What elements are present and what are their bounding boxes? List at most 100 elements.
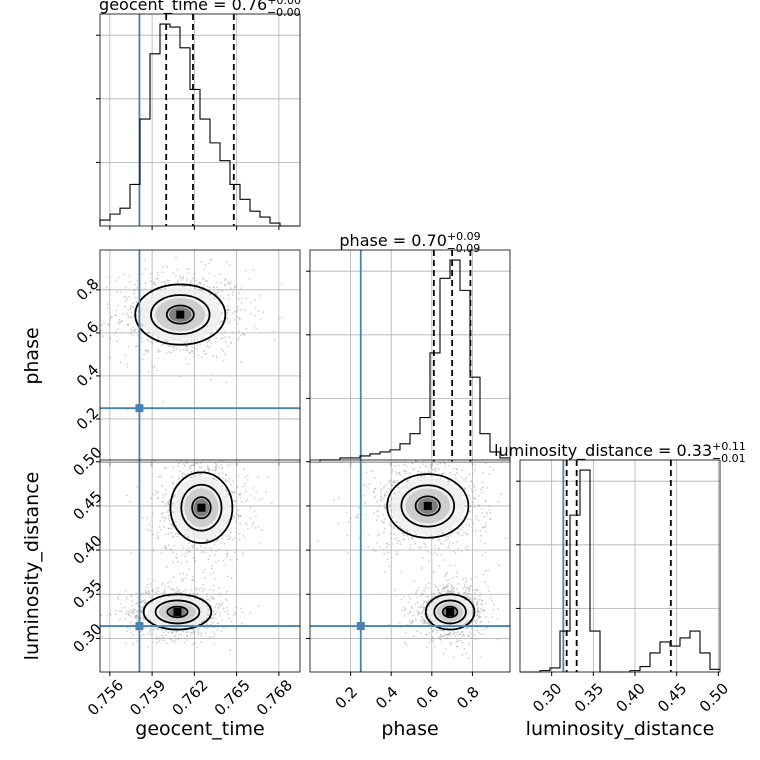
sample-point: [187, 542, 190, 545]
sample-point: [188, 567, 190, 570]
sample-point: [206, 539, 209, 541]
x-axis-label-luminosity_distance: luminosity_distance: [526, 718, 715, 740]
sample-point: [452, 632, 455, 635]
sample-point: [115, 609, 117, 612]
sample-point: [121, 606, 123, 609]
sample-point: [167, 533, 170, 536]
sample-point: [404, 641, 407, 644]
sample-point: [216, 610, 218, 613]
sample-point: [160, 628, 163, 631]
sample-point: [214, 535, 217, 537]
sample-point: [113, 332, 116, 335]
sample-point: [136, 615, 139, 618]
sample-point: [439, 584, 441, 587]
sample-point: [224, 340, 227, 343]
sample-point: [467, 592, 470, 595]
sample-point: [172, 488, 175, 490]
sample-point: [196, 593, 199, 595]
sample-point: [489, 512, 492, 514]
sample-point: [192, 546, 194, 549]
sample-point: [247, 528, 249, 530]
sample-point: [378, 505, 381, 507]
sample-point: [125, 494, 128, 497]
sample-point: [226, 320, 229, 323]
sample-point: [211, 596, 214, 599]
sample-point: [128, 315, 131, 318]
sample-point: [202, 278, 204, 280]
sample-point: [229, 649, 231, 652]
sample-point: [230, 341, 232, 344]
sample-point: [204, 632, 207, 635]
sample-point: [486, 626, 489, 629]
sample-point: [448, 590, 451, 593]
sample-point: [461, 641, 464, 644]
sample-point: [160, 513, 163, 515]
sample-point: [186, 462, 189, 465]
sample-point: [206, 280, 209, 282]
sample-point: [155, 278, 158, 280]
sample-point: [215, 468, 218, 471]
sample-point: [147, 578, 150, 580]
sample-point: [470, 633, 473, 635]
sample-point: [456, 467, 458, 470]
sample-point: [367, 534, 370, 536]
sample-point: [409, 611, 412, 613]
sample-point: [146, 517, 149, 519]
sample-point: [475, 529, 478, 532]
sample-point: [211, 618, 214, 621]
sample-point: [115, 309, 118, 312]
title-lower-error: −0.01: [712, 452, 746, 465]
sample-point: [226, 308, 229, 311]
sample-point: [181, 472, 184, 475]
sample-point: [213, 472, 216, 475]
sample-point: [229, 483, 232, 486]
sample-point: [487, 569, 490, 572]
sample-point: [209, 293, 212, 296]
sample-point: [379, 488, 382, 491]
sample-point: [365, 484, 367, 487]
sample-point: [450, 586, 453, 589]
sample-point: [384, 506, 387, 509]
sample-point: [127, 611, 130, 613]
sample-point: [475, 575, 478, 578]
sample-point: [241, 551, 244, 554]
panel-frame: [519, 459, 721, 673]
sample-point: [480, 620, 483, 623]
sample-point: [127, 323, 130, 326]
sample-point: [228, 463, 231, 465]
sample-point: [477, 610, 480, 613]
sample-point: [486, 487, 488, 489]
sample-point: [393, 533, 396, 535]
sample-point: [473, 497, 476, 500]
sample-point: [232, 294, 234, 297]
sample-point: [167, 501, 170, 504]
sample-point: [157, 497, 160, 499]
sample-point: [191, 350, 194, 352]
sample-point: [106, 303, 109, 306]
sample-point: [217, 603, 220, 605]
sample-point: [155, 534, 158, 537]
sample-point: [239, 522, 242, 525]
sample-point: [229, 308, 231, 311]
sample-point: [504, 537, 507, 540]
sample-point: [205, 595, 208, 598]
sample-point: [212, 355, 214, 358]
sample-point: [399, 543, 402, 545]
sample-point: [474, 592, 477, 594]
sample-point: [413, 603, 416, 606]
sample-point: [198, 466, 201, 469]
sample-point: [228, 321, 231, 324]
sample-point: [208, 598, 211, 601]
sample-point: [488, 505, 491, 508]
sample-point: [464, 505, 467, 508]
sample-point: [396, 542, 399, 545]
sample-point: [457, 592, 460, 595]
sample-point: [389, 488, 391, 491]
sample-point: [397, 486, 400, 489]
sample-point: [234, 606, 237, 609]
sample-point: [128, 501, 131, 503]
sample-point: [246, 498, 249, 501]
y-tick-label: 0.6: [73, 318, 103, 348]
sample-point: [184, 589, 187, 592]
sample-point: [273, 330, 275, 332]
